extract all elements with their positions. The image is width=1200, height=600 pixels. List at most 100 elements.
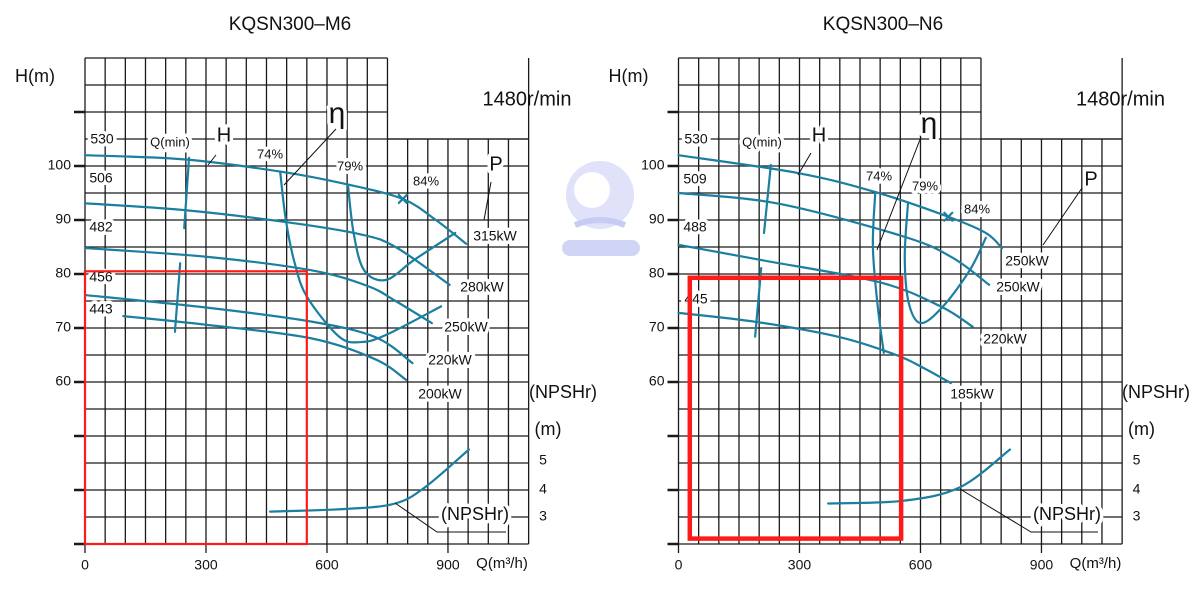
impeller-label: 506 xyxy=(89,170,113,186)
highlight-box xyxy=(83,270,308,546)
npsh-axis-label-right: (NPSHr) xyxy=(1122,382,1190,402)
efficiency-label-value: 79% xyxy=(337,158,363,173)
efficiency-curve-79pct xyxy=(346,183,457,282)
x-tick-label: 900 xyxy=(436,557,460,573)
impeller-label: 530 xyxy=(684,131,708,147)
y-tick-label: 90 xyxy=(649,211,665,227)
x-tick-label: 0 xyxy=(81,557,89,573)
speed-label: 1480r/min xyxy=(1076,88,1165,110)
speed-label: 1480r/min xyxy=(483,88,572,110)
power-value-label: 250kW xyxy=(444,319,488,335)
power-label: P xyxy=(489,153,502,175)
qmin-line xyxy=(173,262,182,333)
npsh-tick-label: 4 xyxy=(1133,481,1141,497)
npsh-leader xyxy=(959,488,1098,533)
y-tick-label: 60 xyxy=(55,373,71,389)
x-tick-label: 0 xyxy=(675,557,683,573)
x-tick-label: 300 xyxy=(788,557,812,573)
thanh-dat-logo xyxy=(562,161,640,256)
y-tick-label: 70 xyxy=(55,319,71,335)
power-value-label: 220kW xyxy=(983,331,1027,347)
npsh-axis-label-left: (NPSHr) xyxy=(529,382,597,402)
efficiency-leader xyxy=(876,136,922,251)
y-tick-label: 80 xyxy=(649,265,665,281)
best-efficiency-label: 84% xyxy=(964,201,990,216)
qmin-line xyxy=(183,156,191,230)
x-tick-label: 600 xyxy=(315,557,339,573)
chart-title: KQSN300–M6 xyxy=(229,14,352,35)
head-curve-530 xyxy=(83,154,468,245)
leaders xyxy=(797,136,1098,533)
efficiency-curve-74pct xyxy=(871,190,885,354)
impeller-label: 488 xyxy=(683,219,707,235)
head-curve-488 xyxy=(677,243,975,329)
impeller-label: 509 xyxy=(683,171,707,187)
head-leader xyxy=(207,154,217,166)
watermark xyxy=(562,161,640,256)
chart-title: KQSN300–N6 xyxy=(823,14,943,35)
efficiency-label-value: 79% xyxy=(912,178,938,193)
impeller-label: 443 xyxy=(89,301,113,317)
power-leader xyxy=(1042,187,1083,246)
npsh-leader xyxy=(394,502,506,533)
npsh-axis-unit: (m) xyxy=(1128,419,1155,439)
y-axis-label: H(m) xyxy=(609,66,649,86)
qmin-label: Q(min) xyxy=(150,134,190,149)
head-curve-509 xyxy=(677,191,991,286)
x-axis-label: Q(m³/h) xyxy=(476,555,528,572)
power-label: P xyxy=(1084,168,1097,190)
npsh-tick-label: 5 xyxy=(539,452,547,468)
head-leader xyxy=(797,152,812,176)
y-tick-label: 60 xyxy=(649,373,665,389)
best-efficiency-label: 84% xyxy=(413,173,439,188)
npsh-curve-label: (NPSHr) xyxy=(1033,504,1101,524)
x-tick-label: 300 xyxy=(194,557,218,573)
y-tick-label: 100 xyxy=(48,157,72,173)
head-label: H xyxy=(217,124,231,146)
y-tick-label: 80 xyxy=(55,265,71,281)
npsh-curve xyxy=(269,448,471,513)
curves xyxy=(83,154,471,513)
best-efficiency-marker xyxy=(943,211,954,222)
npsh-axis-unit: (m) xyxy=(535,419,562,439)
efficiency-curve-79pct xyxy=(903,202,987,325)
head-curve-443 xyxy=(122,315,408,381)
efficiency-leader xyxy=(283,128,337,186)
leaders xyxy=(207,128,506,533)
best-efficiency-marker xyxy=(397,193,408,205)
power-value-label: 315kW xyxy=(473,228,517,244)
qmin-line xyxy=(762,163,772,235)
npsh-tick-label: 3 xyxy=(1133,508,1141,524)
power-value-label: 200kW xyxy=(418,386,462,402)
y-axis-label: H(m) xyxy=(15,66,55,86)
x-tick-label: 900 xyxy=(1030,557,1054,573)
npsh-tick-label: 3 xyxy=(539,508,547,524)
x-axis-label: Q(m³/h) xyxy=(1070,555,1122,572)
y-tick-label: 90 xyxy=(55,211,71,227)
power-value-label: 185kW xyxy=(950,386,994,402)
head-label: H xyxy=(812,124,826,146)
efficiency-curve-74pct xyxy=(279,170,443,344)
efficiency-label-value: 74% xyxy=(866,168,892,183)
y-tick-label: 100 xyxy=(641,157,665,173)
efficiency-label: η xyxy=(329,97,346,130)
npsh-curve-label: (NPSHr) xyxy=(441,504,509,524)
power-value-label: 250kW xyxy=(996,279,1040,295)
impeller-label: 530 xyxy=(90,131,114,147)
head-curve-506 xyxy=(83,202,451,286)
power-value-label: 220kW xyxy=(428,352,472,368)
npsh-curve xyxy=(827,448,1012,505)
qmin-label: Q(min) xyxy=(742,134,782,149)
x-tick-label: 600 xyxy=(909,557,933,573)
power-leader xyxy=(483,181,492,221)
npsh-tick-label: 4 xyxy=(539,481,547,497)
head-curve-482 xyxy=(83,246,433,325)
efficiency-label-value: 74% xyxy=(257,146,283,161)
head-curve-456 xyxy=(83,293,414,365)
efficiency-label: η xyxy=(921,107,938,140)
